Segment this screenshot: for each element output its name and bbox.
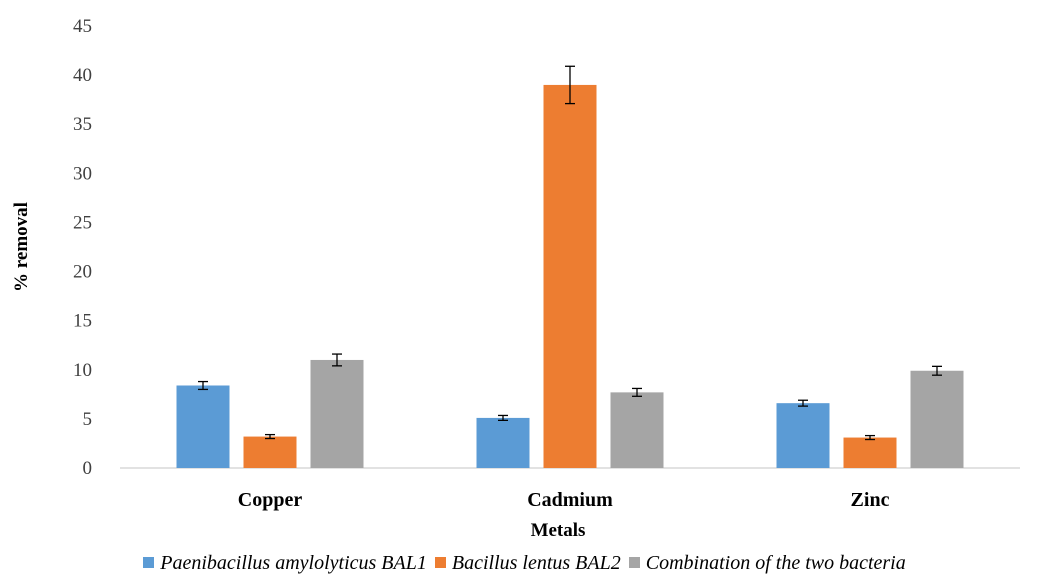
x-axis-title: Metals bbox=[531, 520, 586, 541]
y-tick-label: 25 bbox=[73, 212, 92, 233]
bar bbox=[910, 370, 964, 468]
legend-item: Combination of the two bacteria bbox=[628, 552, 906, 575]
bars-group bbox=[176, 84, 964, 468]
error-bar bbox=[798, 399, 808, 407]
legend-item: Paenibacillus amylolyticus BAL1 bbox=[143, 552, 427, 575]
error-bar bbox=[865, 434, 875, 441]
bar bbox=[476, 417, 530, 468]
bar bbox=[610, 392, 664, 468]
legend-label: Bacillus lentus BAL2 bbox=[451, 552, 621, 574]
legend-label: Paenibacillus amylolyticus BAL1 bbox=[160, 552, 427, 574]
category-label: Zinc bbox=[851, 489, 890, 511]
error-bars-group bbox=[198, 65, 942, 441]
error-bar bbox=[565, 65, 575, 105]
y-tick-label: 10 bbox=[73, 360, 92, 381]
bar bbox=[310, 359, 364, 468]
error-bar bbox=[932, 365, 942, 376]
y-axis-ticks: 0 5 10 15 20 25 30 35 40 45 bbox=[73, 16, 92, 479]
category-labels: Copper Cadmium Zinc bbox=[238, 489, 890, 511]
y-tick-label: 40 bbox=[73, 65, 92, 86]
y-axis-title: % removal bbox=[11, 202, 32, 292]
bar bbox=[543, 84, 597, 468]
legend-swatch bbox=[143, 557, 155, 568]
error-bar bbox=[332, 353, 342, 367]
bar bbox=[776, 403, 830, 468]
legend-swatch bbox=[434, 557, 446, 568]
legend-swatch bbox=[628, 557, 640, 568]
bar bbox=[176, 385, 230, 468]
bar bbox=[243, 436, 297, 468]
error-bar bbox=[498, 414, 508, 422]
error-bar bbox=[632, 387, 642, 397]
legend-label: Combination of the two bacteria bbox=[645, 552, 906, 574]
bar bbox=[843, 437, 897, 468]
y-tick-label: 0 bbox=[83, 458, 93, 479]
error-bar bbox=[265, 433, 275, 440]
y-tick-label: 5 bbox=[83, 409, 93, 430]
bar-chart: 0 5 10 15 20 25 30 35 40 45 Copper Cadmium Zinc Met… bbox=[11, 16, 1020, 541]
category-label: Cadmium bbox=[527, 489, 613, 511]
error-bar bbox=[198, 380, 208, 391]
legend-item: Bacillus lentus BAL2 bbox=[434, 552, 621, 575]
y-tick-label: 45 bbox=[73, 16, 92, 37]
category-label: Copper bbox=[238, 489, 303, 511]
y-tick-label: 30 bbox=[73, 163, 92, 184]
y-tick-label: 20 bbox=[73, 262, 92, 283]
y-tick-label: 15 bbox=[73, 311, 92, 332]
legend: Paenibacillus amylolyticus BAL1 Bacillus … bbox=[0, 552, 1049, 575]
y-tick-label: 35 bbox=[73, 114, 92, 135]
